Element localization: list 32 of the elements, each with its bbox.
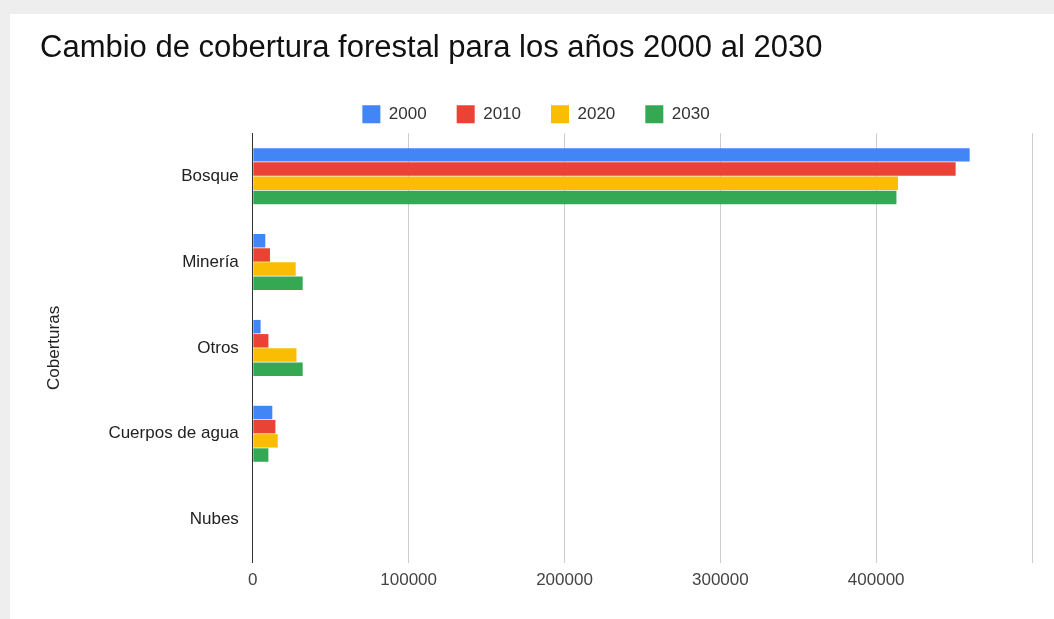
bar [253,405,273,420]
x-tick-label: 300000 [691,570,749,590]
bar [253,319,261,334]
bar [253,190,897,205]
y-tick-label: Cuerpos de agua [108,423,240,443]
bar [253,419,276,434]
bar [253,276,303,291]
bar [253,362,303,376]
bar [253,448,269,462]
x-tick-label: 0 [248,570,258,590]
bar [253,234,266,248]
x-tick-label: 200000 [536,570,593,590]
y-tick-label: Nubes [189,509,239,529]
legend-label: 2030 [671,103,710,123]
bar [253,248,270,262]
y-tick-label: Otros [197,337,239,357]
legend-label: 2020 [577,103,616,123]
legend-label: 2010 [483,103,522,123]
bar [253,262,296,276]
y-tick-label: Minería [182,251,240,271]
bar [253,348,297,362]
y-tick-label: Bosque [181,165,239,185]
bar [253,148,970,162]
legend-label: 2000 [388,103,427,123]
chart-title: Cambio de cobertura forestal para los años 2000 al 2030 [40,29,823,65]
bar [253,334,269,348]
bar [253,176,898,190]
y-axis-title: Coberturas [43,305,63,390]
bar [253,162,956,176]
x-tick-label: 400000 [847,570,905,590]
bar [253,434,278,448]
x-tick-label: 100000 [380,570,438,590]
